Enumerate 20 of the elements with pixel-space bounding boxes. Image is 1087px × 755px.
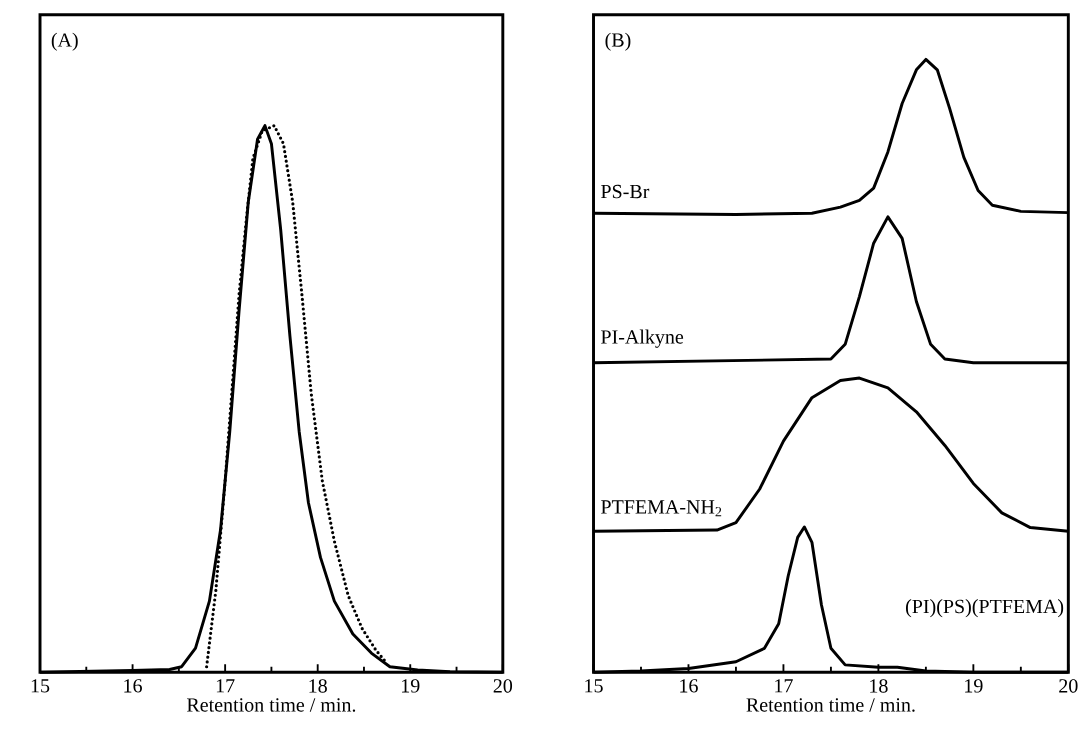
text: (B)	[605, 32, 631, 51]
x-tick-label: 19	[965, 679, 983, 693]
x-tick-label: 15	[585, 679, 603, 693]
text: (A)	[51, 32, 78, 51]
x-tick-label: 16	[680, 679, 698, 693]
x-axis-title: Retention time / min.	[746, 698, 915, 712]
x-tick-label: 17	[775, 679, 793, 693]
x-tick-label: 16	[124, 679, 142, 693]
series-label: PTFEMA-NH$_{2}$	[601, 500, 722, 517]
x-tick-label: 20	[1059, 679, 1078, 693]
x-axis-title: Retention time / min.	[186, 698, 356, 712]
x-tick-label: 18	[870, 679, 888, 693]
x-tick-label: 15	[31, 679, 50, 693]
x-tick-label: 18	[309, 679, 327, 693]
text: (PI)(PS)(PTFEMA)	[905, 599, 1064, 618]
series-label: PI-Alkyne	[601, 329, 684, 348]
series-label: PS-Br	[601, 184, 650, 199]
x-tick-label: 20	[493, 679, 513, 693]
x-tick-label: 19	[402, 679, 420, 693]
x-tick-label: 17	[216, 679, 235, 693]
